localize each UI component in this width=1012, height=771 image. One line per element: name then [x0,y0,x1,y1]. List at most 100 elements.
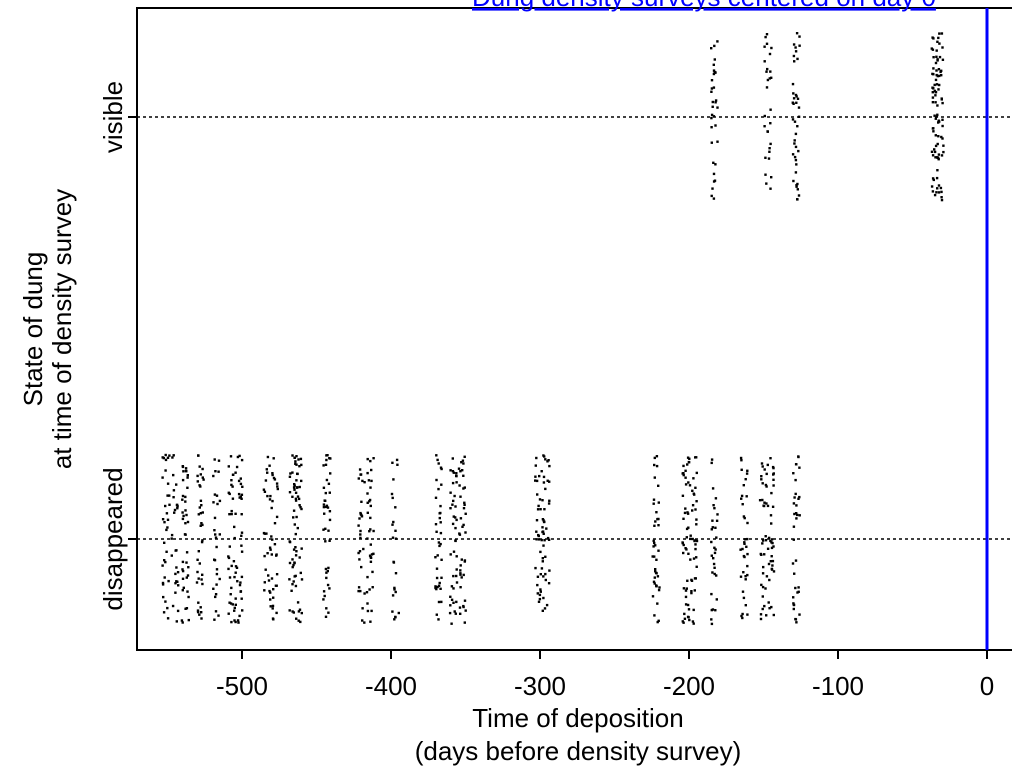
data-point [793,120,797,123]
point-column-disappeared [212,458,222,621]
data-point [765,33,769,36]
data-point [363,592,366,595]
point-column-disappeared [270,457,279,621]
data-point [652,498,656,501]
data-point [201,523,204,527]
data-point [763,604,766,608]
data-point [228,513,231,516]
data-point [791,82,795,86]
data-point [368,498,372,502]
data-point [795,163,798,166]
point-column-disappeared [681,456,691,624]
data-point [369,486,372,489]
data-point [323,512,326,515]
data-point [212,587,215,590]
data-point [435,613,438,616]
data-point [231,497,235,500]
data-point [294,460,297,463]
data-point [716,106,719,109]
data-point [240,534,243,537]
data-point [940,32,944,35]
point-column-disappeared [365,457,375,623]
data-point [186,590,189,593]
data-point [227,612,230,615]
data-point [794,492,797,496]
data-point [764,587,767,590]
data-point [227,555,230,558]
data-point [372,529,375,533]
data-point [934,90,938,94]
data-point [324,491,327,495]
data-point [463,621,466,624]
data-point [543,508,546,511]
data-point [359,511,362,515]
data-point [322,590,326,593]
data-point [796,125,799,128]
data-point [238,454,241,458]
data-point [369,560,373,563]
data-point [687,616,690,619]
data-point [291,495,294,498]
data-point [940,190,943,194]
data-point [934,101,937,104]
data-point [288,561,292,565]
data-point [215,545,218,549]
data-point [272,476,276,480]
data-point [365,591,369,594]
x-tick-label: -500 [216,671,268,701]
data-point [534,479,537,482]
data-point [201,467,204,471]
data-point [765,70,768,73]
data-point [439,521,442,524]
data-point [792,502,796,505]
data-point [712,161,715,164]
data-point [684,589,688,592]
data-point [322,505,326,509]
data-point [184,500,187,503]
data-point [233,606,236,610]
data-point [463,503,466,506]
data-point [299,506,302,509]
data-point [300,547,303,550]
data-point [539,573,542,576]
data-point [689,534,692,537]
data-point [798,44,801,47]
data-point [763,125,766,128]
data-point [176,571,180,574]
data-point [175,549,178,552]
data-point [682,473,685,477]
data-point [459,572,462,575]
data-point [542,475,546,479]
x-tick-label: -400 [365,671,417,701]
data-point [268,464,271,467]
data-point [438,516,441,520]
data-point [694,508,697,511]
data-point [695,523,698,526]
data-point [327,482,331,485]
data-point [264,479,268,482]
data-point [172,496,175,499]
data-point [237,492,241,496]
data-point [455,481,458,484]
data-point [937,121,940,124]
data-point [714,99,718,102]
data-point [186,476,189,479]
data-point [233,525,236,529]
data-point [931,177,935,180]
data-point [166,526,169,529]
data-point [710,126,713,129]
data-point [684,469,687,472]
data-point [770,555,773,558]
data-point [765,485,768,488]
data-point [180,619,184,622]
data-point [772,484,775,487]
data-point [370,553,374,556]
data-point [366,471,369,475]
data-point [770,567,773,571]
data-point [768,147,771,150]
data-point [655,455,659,458]
data-point [239,581,242,584]
data-point [711,187,714,190]
data-point [653,541,656,545]
data-point [182,586,185,589]
